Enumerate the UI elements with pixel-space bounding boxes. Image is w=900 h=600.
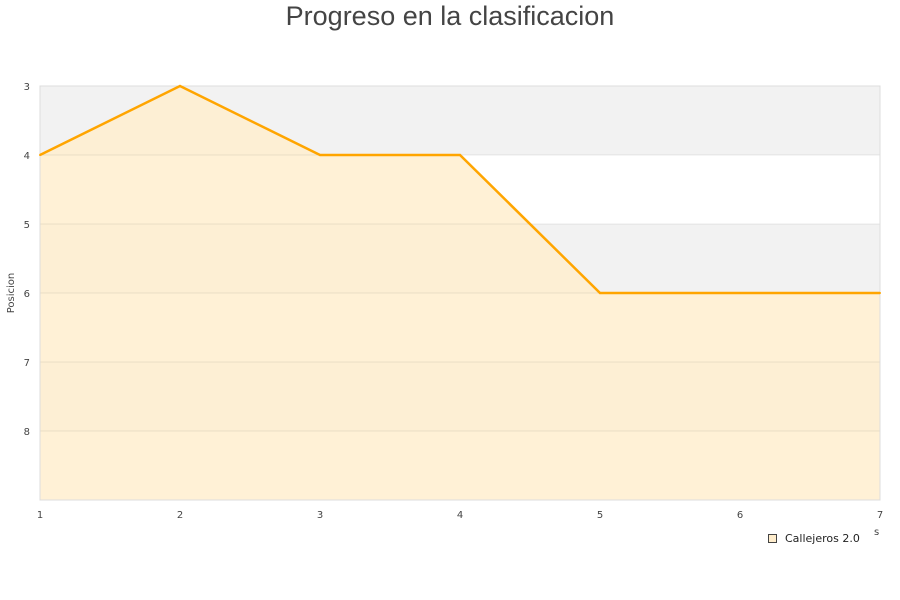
data-point <box>739 292 741 294</box>
x-tick-label: 6 <box>737 510 743 521</box>
data-point <box>319 154 321 156</box>
legend: Callejeros 2.0 <box>768 532 860 545</box>
data-point <box>459 154 461 156</box>
x-tick-label: 3 <box>317 510 323 521</box>
x-tick-label: 1 <box>37 510 43 521</box>
x-tick-label: 7 <box>877 510 883 521</box>
x-tick-label: 2 <box>177 510 183 521</box>
y-tick-label: 8 <box>24 427 30 438</box>
data-point <box>599 292 601 294</box>
y-axis-label: Posicion <box>6 273 17 314</box>
x-tick-label: 4 <box>457 510 463 521</box>
y-tick-label: 7 <box>24 358 30 369</box>
x-axis-label: s <box>874 527 879 538</box>
series-area <box>40 86 880 500</box>
legend-label: Callejeros 2.0 <box>785 532 860 545</box>
x-tick-label: 5 <box>597 510 603 521</box>
data-point <box>879 292 881 294</box>
chart-title: Progreso en la clasificacion <box>285 1 615 31</box>
y-tick-label: 5 <box>24 220 30 231</box>
data-point <box>179 85 181 87</box>
y-tick-label: 6 <box>24 289 30 300</box>
data-point <box>39 154 41 156</box>
legend-swatch <box>768 534 777 543</box>
y-tick-label: 4 <box>24 151 30 162</box>
y-tick-label: 3 <box>24 82 30 93</box>
